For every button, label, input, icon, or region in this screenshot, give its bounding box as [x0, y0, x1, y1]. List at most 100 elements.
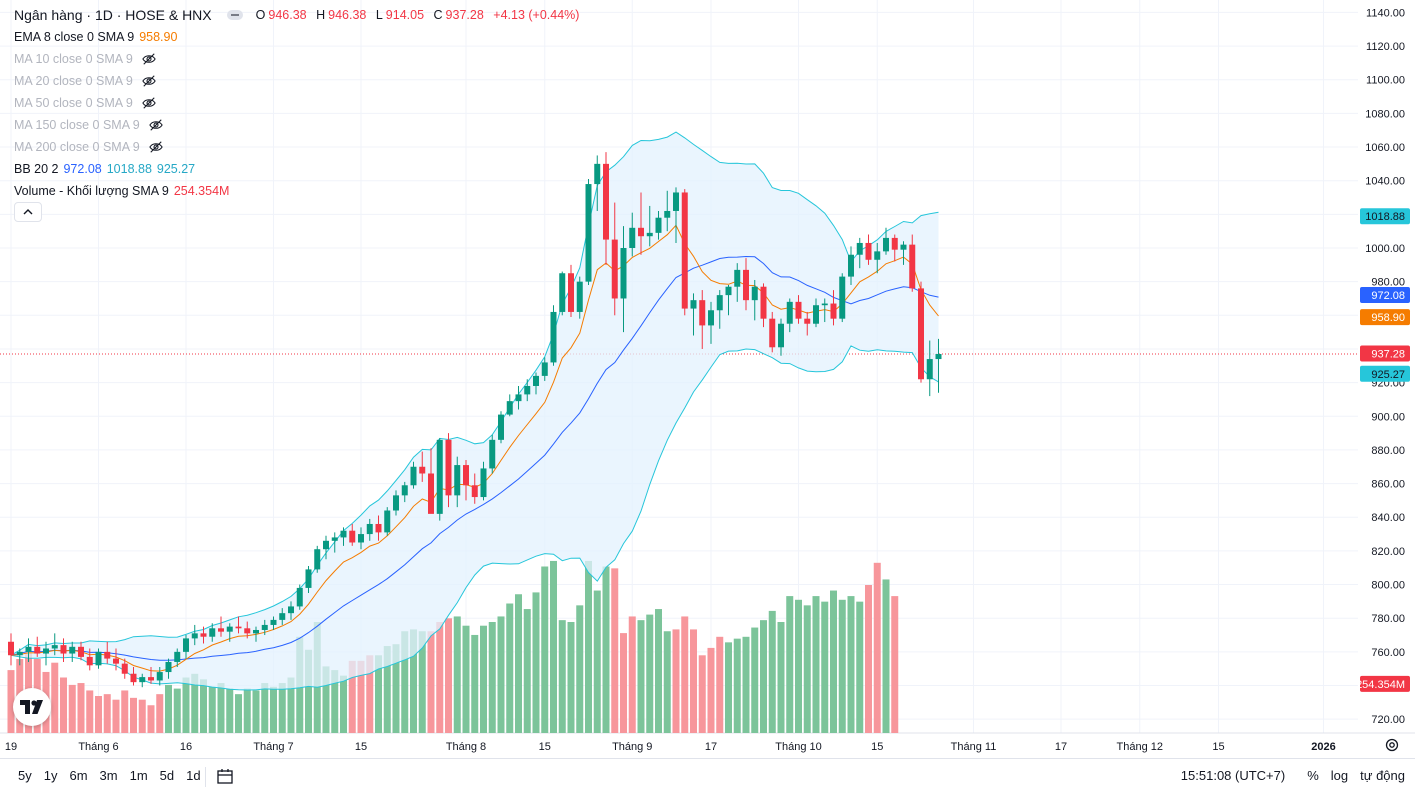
time-tick-label: 15: [539, 741, 551, 753]
eye-off-icon[interactable]: [142, 96, 156, 110]
percent-scale-button[interactable]: %: [1307, 768, 1319, 783]
candle-body: [410, 466, 417, 486]
volume-bar: [226, 688, 234, 733]
close-label: C: [433, 8, 443, 22]
volume-bar: [130, 697, 137, 733]
chart-legend: Ngân hàng · 1D · HOSE & HNX O 946.38 H 946…: [14, 4, 582, 202]
bb-basis-value: 972.08: [63, 162, 102, 176]
volume-bar: [453, 616, 461, 733]
time-axis[interactable]: 19 Tháng 6 16 Tháng 7 15 Tháng 8 15 Tháng 9 17 Th…: [5, 741, 1336, 753]
eye-off-icon[interactable]: [149, 118, 163, 132]
auto-scale-button[interactable]: tự động: [1360, 768, 1405, 783]
eye-off-icon[interactable]: [149, 140, 163, 154]
candle-body: [218, 628, 224, 632]
candle-body: [78, 646, 84, 657]
range-1y-button[interactable]: 1y: [43, 768, 58, 783]
candle-body: [541, 362, 548, 376]
indicator-bb[interactable]: BB 20 2 972.08 1018.88 925.27: [14, 158, 582, 180]
indicator-ma150[interactable]: MA 150 close 0 SMA 9: [14, 114, 582, 136]
candle-body: [638, 227, 644, 237]
volume-bar: [567, 622, 575, 733]
indicator-ma50[interactable]: MA 50 close 0 SMA 9: [14, 92, 582, 114]
volume-bar: [366, 655, 374, 733]
time-tick-label: Tháng 8: [446, 741, 486, 753]
candle-body: [874, 251, 881, 260]
eye-off-icon[interactable]: [142, 74, 156, 88]
candle-body: [716, 295, 723, 311]
volume-bar: [418, 631, 426, 733]
candle-body: [856, 242, 863, 255]
volume-bar: [51, 662, 59, 733]
indicator-ma10[interactable]: MA 10 close 0 SMA 9: [14, 48, 582, 70]
tradingview-logo[interactable]: [13, 688, 51, 726]
collapse-symbol-icon[interactable]: [226, 10, 243, 20]
volume-bar: [628, 616, 636, 733]
indicator-ma200[interactable]: MA 200 close 0 SMA 9: [14, 136, 582, 158]
indicator-value: 958.90: [139, 30, 178, 44]
volume-bar: [68, 684, 76, 733]
indicator-ma20[interactable]: MA 20 close 0 SMA 9: [14, 70, 582, 92]
chart-canvas[interactable]: 1140.00 1120.00 1100.00 1080.00 1060.00 1040.…: [0, 0, 1415, 758]
candle-body: [121, 663, 128, 674]
volume-bar: [7, 670, 15, 733]
candle-body: [349, 530, 356, 543]
range-5d-button[interactable]: 5d: [159, 768, 175, 783]
volume-bar: [383, 646, 391, 733]
time-tick-label: 15: [355, 741, 367, 753]
indicator-volume[interactable]: Volume - Khối lượng SMA 9 254.354M: [14, 180, 582, 202]
log-scale-button[interactable]: log: [1330, 768, 1349, 783]
candle-body: [296, 587, 303, 607]
volume-bar: [707, 647, 715, 733]
price-tag-label: 254.354M: [1356, 679, 1405, 691]
candle-body: [883, 237, 889, 252]
candle-body: [559, 273, 566, 312]
price-tags: 1018.88 972.08 958.90 937.28 925.27 254.354M: [1356, 208, 1410, 692]
candle-body: [95, 651, 102, 666]
price-tick-label: 720.00: [1371, 714, 1405, 726]
collapse-legend-button[interactable]: [14, 202, 42, 222]
price-tick-label: 780.00: [1371, 613, 1405, 625]
candle-body: [533, 375, 539, 386]
volume-bar: [462, 625, 470, 733]
range-1m-button[interactable]: 1m: [129, 768, 148, 783]
gear-icon[interactable]: [1384, 737, 1400, 753]
candle-body: [226, 626, 233, 632]
calendar-range-icon[interactable]: [216, 767, 234, 785]
candle-body: [524, 385, 531, 395]
price-axis[interactable]: 1140.00 1120.00 1100.00 1080.00 1060.00 1040.…: [1365, 7, 1405, 726]
candle-body: [891, 237, 898, 250]
eye-off-icon[interactable]: [142, 52, 156, 66]
volume-bar: [742, 636, 750, 733]
candle-body: [419, 466, 426, 474]
symbol-title[interactable]: Ngân hàng · 1D · HOSE & HNX: [14, 7, 212, 23]
candle-body: [813, 305, 819, 324]
candle-body: [839, 276, 846, 319]
low-value: 914.05: [385, 8, 425, 22]
candle-body: [113, 658, 119, 664]
candle-body: [769, 318, 776, 348]
volume-bar: [576, 605, 584, 733]
volume-bar: [655, 609, 662, 733]
timezone-clock[interactable]: 15:51:08 (UTC+7): [1180, 768, 1286, 783]
candle-body: [60, 645, 67, 654]
volume-bar: [725, 642, 732, 733]
time-tick-label: 16: [180, 741, 192, 753]
candle-body: [366, 523, 373, 535]
candle-body: [43, 648, 49, 654]
price-tick-label: 860.00: [1371, 479, 1405, 491]
range-1d-button[interactable]: 1d: [186, 768, 201, 783]
candle-body: [270, 619, 277, 625]
indicator-ema8[interactable]: EMA 8 close 0 SMA 9 958.90: [14, 26, 582, 48]
volume-bar: [716, 636, 724, 733]
range-6m-button[interactable]: 6m: [69, 768, 88, 783]
range-5y-button[interactable]: 5y: [18, 768, 32, 783]
range-3m-button[interactable]: 3m: [99, 768, 118, 783]
candle-body: [139, 677, 146, 683]
volume-bar: [138, 699, 146, 733]
indicator-label: MA 200 close 0 SMA 9: [14, 140, 140, 154]
volume-bar: [515, 594, 522, 733]
volume-bar: [550, 560, 557, 733]
candle-body: [130, 673, 137, 683]
ohlc-values: O 946.38 H 946.38 L 914.05 C 937.28 +4.13 (+…: [256, 4, 583, 26]
price-tick-label: 900.00: [1371, 411, 1405, 423]
